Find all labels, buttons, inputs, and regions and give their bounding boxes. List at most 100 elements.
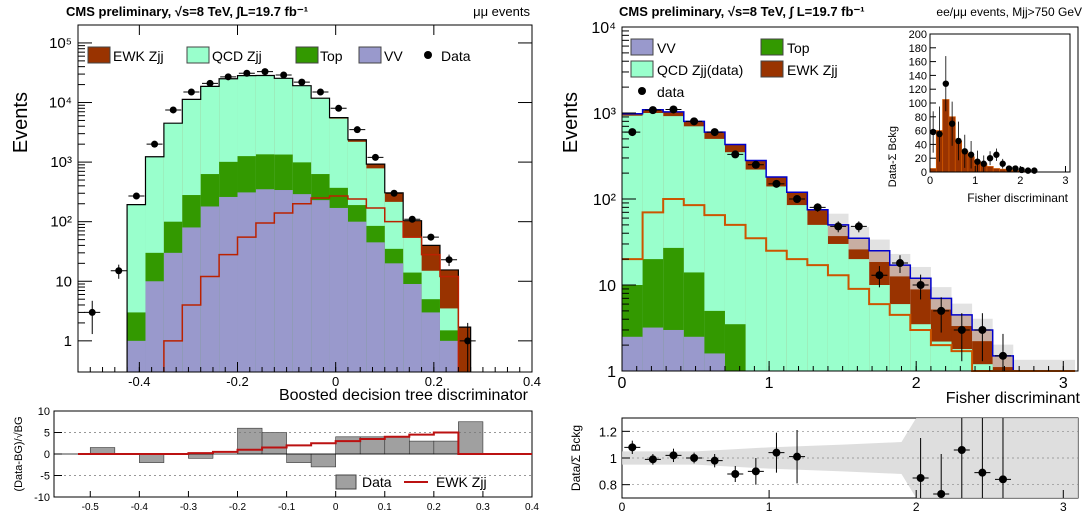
ratio-bar-10	[335, 436, 361, 455]
inset-y-tick-label-4: 80	[915, 112, 927, 124]
data-point-10	[280, 71, 288, 79]
fisher-unc-band-20	[1033, 359, 1055, 371]
bar-vv-1	[145, 281, 164, 372]
legend-label-vv: VV	[384, 48, 403, 64]
bar-vv-15	[403, 283, 422, 372]
bdt-ratio-legend: Data EWK Zjj	[335, 474, 487, 490]
fisher-x-tick-label-1: 1	[765, 375, 774, 392]
fisher-xlabel: Fisher discriminant	[946, 390, 1081, 407]
bar-vv-13	[366, 242, 385, 372]
bar-vv-11	[329, 207, 348, 372]
fisher-legend-label-top: Top	[787, 40, 810, 56]
fisher-x-tick-label-3: 3	[1059, 375, 1068, 392]
x-tick-label-1: -0.2	[226, 374, 248, 389]
fisher-bar-qcd-zjj-data--15	[930, 341, 952, 371]
fisher-data-point-13	[896, 259, 905, 268]
ratio-x-tick-label-5: 0	[333, 502, 339, 513]
data-point-15	[371, 153, 379, 161]
ratio-bar-8	[286, 453, 312, 463]
ratio-y-tick-label-3: 5	[44, 428, 50, 440]
x-tick-label-3: 0.2	[425, 374, 443, 389]
fisher-legend-label-vv: VV	[657, 40, 676, 56]
fisher-ratio-point-12	[978, 468, 987, 477]
fisher-data-point-17	[978, 325, 987, 334]
inset-data-point-1	[936, 130, 943, 138]
fisher-bar-qcd-zjj-data--17	[972, 364, 993, 371]
inset-x-tick-label-3: 3	[1062, 175, 1068, 187]
data-point-3	[151, 140, 159, 148]
y-tick-label-1: 10	[55, 273, 72, 290]
fisher-ratio-x-tick-label-3: 3	[1060, 500, 1067, 514]
bdt-ratio-ylabel: (Data-BG)/√BG	[13, 416, 25, 491]
fisher-data-point-1	[648, 106, 657, 115]
y-tick-label-5: 10⁵	[49, 35, 72, 52]
legend-label-data: Data	[441, 48, 471, 64]
inset-data-point-10	[993, 151, 1000, 158]
fisher-y-tick-label-1: 10	[598, 278, 616, 295]
data-point-9	[261, 68, 269, 76]
fisher-ratio-point-13	[998, 475, 1007, 484]
inset-data-point-9	[986, 155, 994, 162]
ratio-y-tick-label-0: -10	[34, 492, 50, 504]
inset-xlabel: Fisher discriminant	[967, 191, 1068, 205]
fisher-ratio-point-4	[710, 456, 719, 465]
fisher-data-point-3	[690, 117, 699, 126]
inset-y-tick-label-9: 180	[909, 43, 927, 55]
data-point-12	[316, 88, 324, 96]
inset-bar-0	[929, 168, 937, 173]
fisher-legend-swatch-qcd	[630, 60, 654, 78]
ratio-bar-13	[408, 440, 435, 455]
ratio-legend-label-ewk: EWK Zjj	[436, 474, 487, 490]
ratio-ewk-line	[78, 431, 532, 455]
ratio-x-tick-label-1: -0.4	[131, 502, 149, 513]
bar-vv-0	[127, 340, 146, 372]
fisher-legend: VV Top QCD Zjj(data) EWK Zjj data	[630, 38, 838, 100]
inset-y-tick-label-7: 140	[909, 70, 927, 82]
data-point-5	[187, 88, 195, 96]
data-point-16	[390, 189, 398, 197]
inset-data-point-13	[1012, 165, 1019, 172]
inset-background	[908, 33, 1076, 219]
data-point-20	[464, 337, 472, 345]
fisher-ratio-x-tick-label-1: 1	[766, 500, 773, 514]
bar-vv-8	[274, 190, 293, 372]
fisher-ratio-panel: 0 1 2 3 0.8 1 1.2 Data/Σ Bckg	[569, 417, 1079, 514]
x-tick-label-4: 0.4	[523, 374, 541, 389]
fisher-ratio-y-tick-label-1: 1	[610, 451, 617, 466]
inset-x-tick-label-2: 2	[1017, 175, 1023, 187]
ratio-x-tick-label-2: -0.3	[180, 502, 198, 513]
bar-vv-17	[439, 340, 459, 372]
inset-x-tick-label-1: 1	[972, 175, 978, 187]
ratio-legend-swatch-data	[335, 474, 357, 490]
fisher-bar-top-5	[724, 324, 746, 371]
y-tick-label-4: 10⁴	[49, 95, 72, 112]
bar-vv-5	[219, 196, 238, 372]
data-point-1	[115, 267, 123, 275]
fisher-y-tick-label-4: 10⁴	[591, 20, 616, 37]
inset-x-tick-label-0: 0	[927, 175, 933, 187]
fisher-ratio-point-1	[648, 455, 657, 464]
bar-vv-7	[255, 189, 275, 372]
ratio-x-tick-label-3: -0.2	[229, 502, 247, 513]
x-tick-label-2: 0	[332, 374, 339, 389]
fisher-data-point-18	[998, 351, 1007, 360]
inset-data-point-3	[948, 120, 956, 127]
inset-data-point-6	[967, 151, 975, 158]
inset-data-point-16	[1031, 167, 1038, 174]
x-tick-label-0: -0.4	[128, 374, 150, 389]
inset-data-point-15	[1024, 167, 1032, 174]
data-point-14	[353, 126, 361, 134]
fisher-ratio-point-2	[669, 451, 678, 460]
fisher-bar-qcd-zjj-data--5	[724, 152, 746, 371]
ratio-x-tick-label-6: 0.1	[378, 502, 392, 513]
fisher-legend-swatch-ewk	[760, 60, 784, 78]
ratio-bar-14	[433, 440, 459, 455]
fisher-bar-qcd-zjj-data--8	[786, 205, 808, 371]
fisher-data-point-6	[751, 160, 760, 169]
data-point-11	[298, 78, 306, 86]
bdt-panel: -0.4 -0.2 0 0.2 0.4 1 10 10² 10³ 10⁴ 10⁵ CMS preli…	[10, 4, 541, 404]
ratio-bar-9	[310, 453, 336, 468]
fisher-x-tick-label-0: 0	[618, 375, 627, 392]
bar-vv-12	[347, 221, 367, 372]
